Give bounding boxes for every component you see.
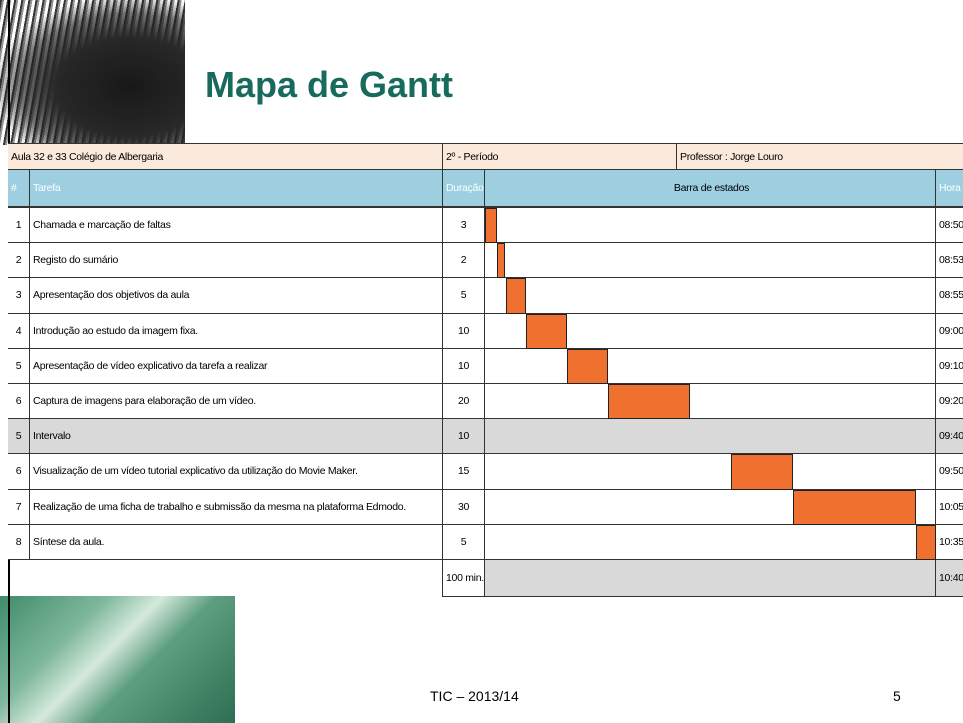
bar-cell — [485, 524, 936, 560]
row-number: 1 — [8, 208, 30, 244]
task: Registo do sumário — [30, 243, 443, 279]
row-number: 5 — [8, 348, 30, 384]
total-duration: 100 min. — [443, 560, 485, 597]
gantt-bar — [915, 524, 936, 560]
decoration — [0, 596, 235, 723]
total-hour: 10:40 — [936, 560, 963, 597]
info-cell: Aula 32 e 33 Colégio de Albergaria — [8, 143, 443, 170]
duration: 30 — [443, 489, 485, 525]
gantt-bar — [608, 384, 690, 420]
task: Intervalo — [30, 419, 443, 455]
hour: 09:20 — [936, 384, 963, 420]
hour: 09:10 — [936, 348, 963, 384]
info-cell: 2º - Período — [443, 143, 677, 170]
hour: 10:05 — [936, 489, 963, 525]
duration: 5 — [443, 524, 485, 560]
info-cell: Professor : Jorge Louro — [677, 143, 963, 170]
duration: 10 — [443, 419, 485, 455]
column-header: Tarefa — [30, 170, 443, 208]
gantt-bar — [526, 313, 567, 349]
hour: 09:00 — [936, 313, 963, 349]
gantt-bar — [485, 208, 498, 244]
bar-cell — [485, 208, 936, 244]
row-number: 8 — [8, 524, 30, 560]
hour: 09:40 — [936, 419, 963, 455]
bar-cell — [485, 384, 936, 420]
column-header: Barra de estados — [485, 170, 936, 208]
gantt-bar — [505, 278, 526, 314]
row-number: 4 — [8, 313, 30, 349]
row-number: 7 — [8, 489, 30, 525]
column-header: Duração — [443, 170, 485, 208]
task: Captura de imagens para elaboração de um… — [30, 384, 443, 420]
row-number: 2 — [8, 243, 30, 279]
gantt-bar — [497, 243, 506, 279]
bar-cell — [485, 278, 936, 314]
gantt-bar — [731, 454, 793, 490]
bar-cell — [485, 419, 936, 455]
page-number: 5 — [893, 688, 901, 704]
row-number: 5 — [8, 419, 30, 455]
task: Apresentação dos objetivos da aula — [30, 278, 443, 314]
title: Mapa de Gantt — [205, 64, 454, 105]
total-blank — [8, 560, 443, 597]
task: Visualização de um vídeo tutorial explic… — [30, 454, 443, 490]
duration: 20 — [443, 384, 485, 420]
hour: 08:50 — [936, 208, 963, 244]
task: Apresentação de vídeo explicativo da tar… — [30, 348, 443, 384]
duration: 2 — [443, 243, 485, 279]
gantt-bar — [792, 489, 916, 525]
row-number: 3 — [8, 278, 30, 314]
hour: 10:35 — [936, 524, 963, 560]
total-bar — [485, 560, 936, 597]
column-header: # — [8, 170, 30, 208]
duration: 10 — [443, 348, 485, 384]
duration: 3 — [443, 208, 485, 244]
decoration — [0, 0, 185, 145]
task: Introdução ao estudo da imagem fixa. — [30, 313, 443, 349]
bar-cell — [485, 243, 936, 279]
hour: 09:50 — [936, 454, 963, 490]
duration: 10 — [443, 313, 485, 349]
gantt-bar — [567, 348, 608, 384]
task: Síntese da aula. — [30, 524, 443, 560]
bar-cell — [485, 454, 936, 490]
duration: 5 — [443, 278, 485, 314]
duration: 15 — [443, 454, 485, 490]
task: Realização de uma ficha de trabalho e su… — [30, 489, 443, 525]
bar-cell — [485, 348, 936, 384]
hour: 08:53 — [936, 243, 963, 279]
row-number: 6 — [8, 454, 30, 490]
column-header: Hora — [936, 170, 963, 208]
row-number: 6 — [8, 384, 30, 420]
task: Chamada e marcação de faltas — [30, 208, 443, 244]
hour: 08:55 — [936, 278, 963, 314]
footer-text: TIC – 2013/14 — [430, 688, 519, 704]
